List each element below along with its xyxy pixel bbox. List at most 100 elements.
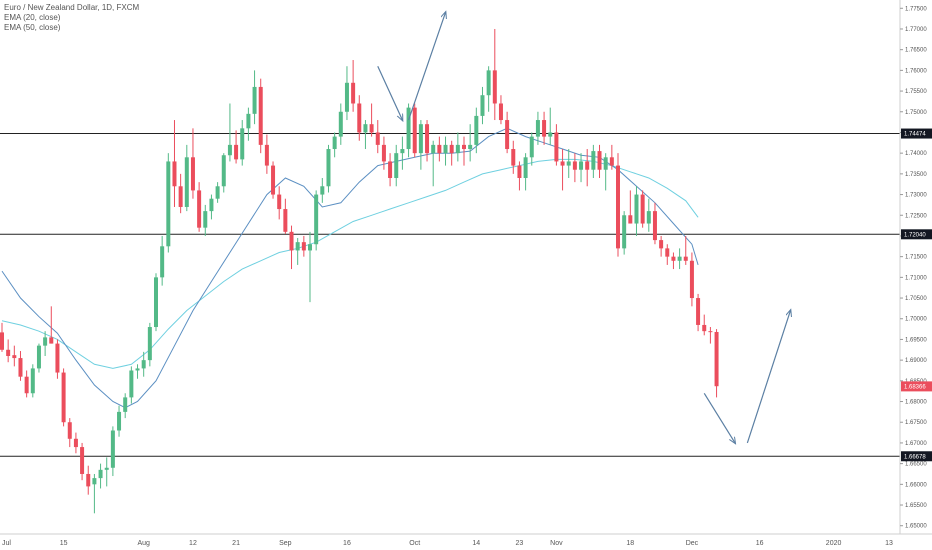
candle-body-51: [314, 194, 319, 245]
x-tick-label-10: Nov: [550, 540, 563, 547]
time-axis-ticks: Jul 15 Aug 12 21 Sep 16 Oct 14 23 Nov 18 Dec 16 2020 13: [2, 540, 893, 547]
candle-body-42: [258, 86, 263, 145]
candle-body-23: [141, 360, 146, 369]
x-tick-label-9: 23: [516, 540, 524, 547]
horizontal-levels: [0, 133, 900, 457]
candle-body-2: [12, 355, 17, 359]
annotation-arrow-1: [407, 12, 446, 121]
candle-body-22: [135, 368, 140, 371]
level-label-1: 1.72040: [904, 232, 926, 238]
candle-body-34: [209, 198, 214, 212]
candle-body-43: [264, 144, 269, 166]
candle-body-32: [197, 190, 202, 228]
candle-body-17: [104, 467, 109, 470]
candle-body-66: [406, 107, 411, 150]
candle-body-67: [412, 107, 417, 154]
candle-body-87: [535, 120, 540, 137]
candle-body-55: [338, 111, 343, 137]
level-labels: 1.74474 1.72040 1.66678 1.68366: [901, 128, 932, 462]
candle-body-92: [566, 161, 571, 166]
y-tick-label-8: 1.73500: [905, 172, 927, 178]
y-tick-label-13: 1.71000: [905, 275, 927, 281]
candle-body-37: [227, 144, 232, 156]
x-tick-label-0: Jul: [2, 540, 11, 547]
candle-body-112: [689, 260, 694, 299]
candle-body-74: [455, 144, 460, 154]
candle-body-63: [388, 161, 393, 178]
y-tick-label-19: 1.68000: [905, 400, 927, 406]
candle-body-13: [80, 447, 85, 474]
x-tick-label-11: 18: [626, 540, 634, 547]
last-price-label: 1.68366: [904, 384, 926, 390]
candle-body-103: [634, 194, 639, 224]
x-tick-label-4: 21: [232, 540, 240, 547]
candle-body-81: [498, 103, 503, 121]
x-tick-label-13: 16: [756, 540, 764, 547]
y-tick-label-14: 1.70500: [905, 296, 927, 302]
candle-body-96: [591, 151, 596, 170]
candle-body-10: [61, 372, 66, 423]
ema20-legend: EMA (20, close): [4, 13, 61, 22]
y-tick-label-12: 1.71500: [905, 255, 927, 261]
candle-body-70: [431, 144, 436, 154]
candle-body-94: [579, 161, 584, 170]
x-tick-label-12: Dec: [686, 540, 699, 547]
ema50-layer: [1, 158, 699, 369]
candle-body-93: [572, 161, 577, 170]
candle-body-107: [659, 240, 664, 249]
candle-body-30: [184, 157, 189, 207]
y-tick-label-22: 1.66500: [905, 462, 927, 468]
candle-body-68: [418, 124, 423, 154]
candle-body-54: [332, 136, 337, 150]
y-tick-label-17: 1.69000: [905, 358, 927, 364]
y-tick-label-1: 1.77000: [905, 27, 927, 33]
candle-body-60: [369, 124, 374, 133]
candle-body-95: [585, 161, 590, 170]
candle-body-64: [394, 153, 399, 178]
candle-body-38: [234, 144, 239, 160]
candle-body-3: [18, 358, 23, 377]
chart-legend: Euro / New Zealand Dollar, 1D, FXCM EMA …: [4, 3, 139, 33]
candle-body-45: [277, 194, 282, 210]
candle-body-79: [486, 70, 491, 96]
candle-body-46: [283, 209, 288, 232]
candle-body-113: [696, 298, 701, 325]
candle-body-114: [702, 324, 707, 332]
x-tick-label-5: Sep: [279, 540, 292, 547]
candle-body-53: [326, 149, 331, 187]
annotation-arrow-2: [703, 392, 735, 443]
y-tick-label-15: 1.70000: [905, 317, 927, 323]
candle-body-29: [178, 186, 183, 207]
level-label-bg-2: [901, 451, 932, 462]
candle-body-59: [363, 124, 368, 133]
candle-body-76: [468, 144, 473, 150]
candle-body-73: [449, 144, 454, 154]
candle-body-1: [6, 349, 11, 356]
x-tick-label-2: Aug: [137, 540, 150, 547]
candle-body-52: [320, 186, 325, 195]
x-tick-label-8: 14: [472, 540, 480, 547]
annotation-arrows: [377, 12, 791, 443]
candle-body-18: [110, 430, 115, 468]
candle-body-26: [160, 246, 165, 278]
candle-body-116: [714, 331, 719, 387]
candle-body-58: [357, 103, 362, 133]
ema20-layer: [1, 127, 699, 409]
candle-body-0: [0, 332, 4, 350]
candle-body-15: [92, 478, 97, 485]
y-tick-label-9: 1.73000: [905, 193, 927, 199]
candle-body-39: [240, 128, 245, 160]
candle-body-7: [43, 337, 48, 346]
x-tick-label-15: 13: [885, 540, 893, 547]
y-tick-label-4: 1.75500: [905, 89, 927, 95]
level-label-2: 1.66678: [904, 454, 926, 460]
candle-body-25: [154, 277, 158, 328]
y-tick-label-16: 1.69500: [905, 337, 927, 343]
candle-body-89: [548, 132, 553, 137]
candle-body-8: [49, 337, 54, 344]
candle-body-35: [215, 186, 220, 199]
candle-body-72: [443, 144, 448, 154]
candle-body-69: [425, 124, 430, 154]
candle-body-82: [505, 120, 510, 150]
